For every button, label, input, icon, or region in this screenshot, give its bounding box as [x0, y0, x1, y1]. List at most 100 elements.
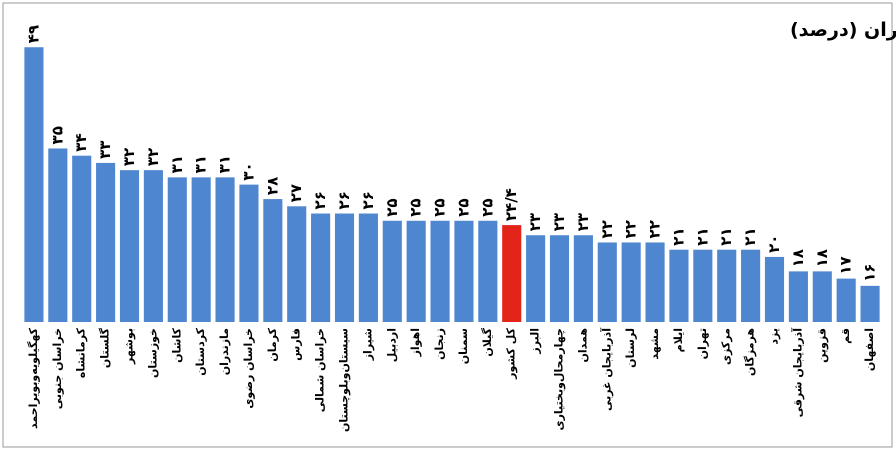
- x-tick-label: آذربایجان شرقی: [790, 328, 804, 418]
- x-tick-label: لرستان: [624, 328, 637, 368]
- bar: [812, 271, 832, 322]
- bar: [549, 235, 570, 322]
- x-tick-label: تهران: [696, 328, 709, 359]
- value-label: ۳۳: [96, 141, 114, 159]
- value-label: ۱۸: [789, 249, 807, 267]
- value-label: ۳۱: [168, 155, 186, 173]
- value-label: ۲۵: [383, 198, 401, 216]
- value-label: ۲۱: [669, 227, 687, 245]
- x-tick-label: کل کشور: [505, 327, 518, 379]
- x-tick-label: کهگیلویه‌وبویراحمد: [27, 327, 40, 429]
- value-label: ۲۵: [454, 198, 472, 216]
- bar: [430, 220, 450, 322]
- bar: [334, 213, 355, 322]
- chart-title: حجم آب بدون درآمد در مناطق شهری استان‌ها…: [790, 17, 896, 41]
- x-tick-label: خراسان شمالی: [314, 328, 327, 412]
- x-tick-label: زنجان: [433, 328, 446, 360]
- x-tick-label: کرمان: [266, 327, 279, 361]
- value-label: ۲۸: [263, 177, 281, 195]
- x-tick-label: مازندران: [218, 328, 231, 375]
- bar: [502, 225, 522, 322]
- value-label: ۲۶: [311, 191, 329, 209]
- title-part: در مناطق شهری استان‌های ایران (درصد): [790, 19, 896, 41]
- x-tick-label: خراسان رضوی: [242, 328, 255, 409]
- bar: [72, 155, 92, 322]
- x-tick-label: چهارمحال‌وبختیاری: [553, 328, 566, 431]
- bar: [191, 177, 211, 322]
- x-tick-label: قم: [839, 328, 852, 344]
- bar: [741, 249, 761, 322]
- x-tick-label: همدان: [576, 328, 589, 363]
- bar: [669, 249, 689, 322]
- x-tick-label: بوشهر: [123, 328, 136, 365]
- value-label: ۲۱: [693, 227, 711, 245]
- x-tick-label: قزوین: [815, 328, 828, 363]
- bar: [836, 278, 856, 322]
- bar: [143, 170, 163, 322]
- x-tick-label: خراسان جنوبی: [51, 328, 64, 409]
- x-tick-label: گلستان: [99, 327, 112, 368]
- value-label: ۲۲: [622, 220, 640, 238]
- value-label: ۲۱: [717, 227, 735, 245]
- x-tick-label: البرز: [529, 328, 542, 355]
- bar: [24, 47, 44, 322]
- bar: [263, 199, 283, 322]
- value-label: ۲۳: [550, 213, 568, 231]
- value-label: ۳۰: [239, 162, 257, 180]
- bar: [48, 148, 68, 322]
- x-tick-label: اصفهان: [863, 328, 876, 371]
- bar: [573, 235, 593, 322]
- x-tick-label: کردستان: [194, 327, 207, 375]
- value-label: ۱۶: [861, 264, 879, 282]
- bar: [597, 242, 617, 322]
- bar: [526, 235, 546, 322]
- value-label: ۳۴: [72, 133, 90, 151]
- value-label: ۳۲: [144, 148, 162, 166]
- value-label: ۲۵: [407, 198, 425, 216]
- x-tick-label: هرمزگان: [744, 328, 757, 376]
- bar: [717, 249, 737, 322]
- x-tick-label: فارس: [290, 328, 303, 361]
- value-label: ۳۵: [48, 126, 66, 144]
- value-label: ۲۶: [335, 191, 353, 209]
- bar: [96, 162, 116, 322]
- bar: [358, 213, 378, 322]
- bar: [764, 256, 785, 322]
- value-label: ۳۱: [216, 155, 234, 173]
- value-label: ۱۷: [837, 256, 855, 274]
- x-tick-label: آذربایجان غربی: [599, 328, 613, 411]
- value-label: ۲۶: [359, 191, 377, 209]
- bar: [454, 220, 474, 322]
- value-label: ۲۱: [741, 227, 759, 245]
- bar: [167, 177, 187, 322]
- x-tick-label: گیلان: [481, 327, 494, 356]
- bar: [860, 285, 880, 322]
- x-tick-label: اردبیل: [385, 328, 398, 362]
- value-label: ۴۹: [24, 25, 42, 43]
- x-tick-label: اهواز: [409, 328, 422, 357]
- bar: [406, 220, 426, 322]
- value-label: ۲۵: [478, 198, 496, 216]
- value-label: ۲۲: [598, 220, 616, 238]
- value-label: ۲۴/۴: [502, 188, 520, 221]
- x-tick-label: کاشان: [170, 327, 183, 362]
- x-tick-label: کرمانشاه: [75, 327, 88, 378]
- bar: [311, 213, 331, 322]
- bar: [788, 271, 808, 322]
- x-tick-label: مشهد: [648, 328, 661, 360]
- value-label: ۳۲: [120, 148, 138, 166]
- x-tick-label: خوزستان: [146, 328, 159, 378]
- x-tick-label: سیستان‌وبلوچستان: [338, 328, 351, 432]
- value-label: ۲۷: [287, 184, 305, 202]
- bar: [215, 177, 235, 322]
- bar: [693, 249, 713, 322]
- bar: [621, 242, 641, 322]
- bar: [478, 220, 498, 322]
- x-tick-label: شیراز: [361, 328, 374, 361]
- x-tick-label: ایلام: [672, 328, 685, 352]
- bar: [287, 206, 307, 322]
- value-label: ۲۵: [431, 198, 449, 216]
- value-label: ۳۱: [192, 155, 210, 173]
